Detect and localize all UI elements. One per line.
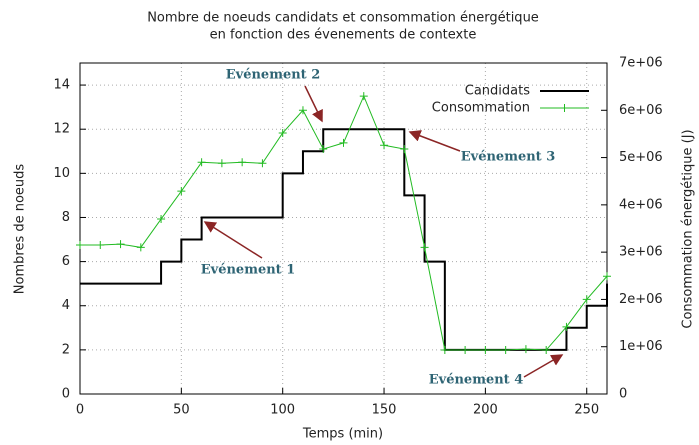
legend-marker <box>560 104 569 112</box>
x-tick-label: 150 <box>372 403 397 418</box>
point-marker <box>96 241 105 250</box>
point-marker <box>136 243 145 252</box>
point-marker <box>177 187 186 196</box>
point-marker <box>359 92 368 101</box>
annotation-arrow <box>523 354 564 378</box>
point-marker <box>76 241 84 250</box>
point-marker <box>420 243 429 252</box>
y-tick-label: 6 <box>62 254 70 269</box>
y-tick-label: 10 <box>53 166 70 181</box>
y-tick-label: 8 <box>62 210 70 225</box>
point-marker <box>380 141 389 150</box>
y2-tick-label: 3e+06 <box>619 245 663 260</box>
y2-tick-label: 1e+06 <box>619 339 663 354</box>
point-marker <box>440 346 449 355</box>
point-marker <box>501 346 510 355</box>
point-marker <box>116 240 125 249</box>
annotation-arrow <box>408 130 461 152</box>
y2-tick-label: 5e+06 <box>619 150 663 165</box>
y2-tick-label: 6e+06 <box>619 103 663 118</box>
chart-title: en fonction des évenements de contexte <box>210 28 477 43</box>
y-tick-label: 12 <box>53 122 70 137</box>
point-marker <box>400 145 409 154</box>
y2-tick-label: 0 <box>619 387 627 402</box>
annotation-arrow <box>203 221 263 259</box>
point-marker <box>521 345 530 354</box>
point-marker <box>157 215 166 224</box>
point-marker <box>258 159 267 168</box>
y-axis-label: Nombres de noeuds <box>13 164 28 295</box>
legend-label: Consommation <box>432 101 530 116</box>
annotation-arrow <box>304 85 323 123</box>
x-tick-label: 0 <box>76 403 84 418</box>
y-tick-label: 0 <box>62 387 70 402</box>
chart-title: Nombre de noeuds candidats et consommati… <box>147 11 539 26</box>
point-marker <box>298 106 307 115</box>
y-tick-label: 4 <box>62 298 70 313</box>
y2-tick-label: 4e+06 <box>619 197 663 212</box>
point-marker <box>542 346 551 355</box>
series-line <box>80 94 608 351</box>
point-marker <box>217 159 226 168</box>
x-tick-label: 200 <box>473 403 498 418</box>
point-marker <box>319 145 328 154</box>
point-marker <box>603 272 611 281</box>
annotation: Evénement 2 <box>226 68 321 83</box>
point-marker <box>339 138 348 147</box>
annotation: Evénement 3 <box>461 150 556 165</box>
point-marker <box>238 158 247 167</box>
point-marker <box>481 346 490 355</box>
legend-label: Candidats <box>465 84 530 99</box>
x-axis-label: Temps (min) <box>302 427 383 442</box>
annotation: Evénement 4 <box>429 373 524 388</box>
x-tick-label: 50 <box>173 403 190 418</box>
x-tick-label: 250 <box>574 403 599 418</box>
point-marker <box>562 322 571 331</box>
plot-frame <box>79 62 608 395</box>
y-tick-label: 14 <box>53 78 70 93</box>
y2-tick-label: 2e+06 <box>619 292 663 307</box>
point-marker <box>582 295 591 304</box>
annotation: Evénement 1 <box>201 263 296 278</box>
point-marker <box>197 158 206 167</box>
point-marker <box>278 128 287 137</box>
point-marker <box>461 346 470 355</box>
y-tick-label: 2 <box>62 342 70 357</box>
y2-tick-label: 7e+06 <box>619 56 663 71</box>
y2-axis-label: Consommation énergétique (J) <box>681 129 696 328</box>
x-tick-label: 100 <box>270 403 295 418</box>
